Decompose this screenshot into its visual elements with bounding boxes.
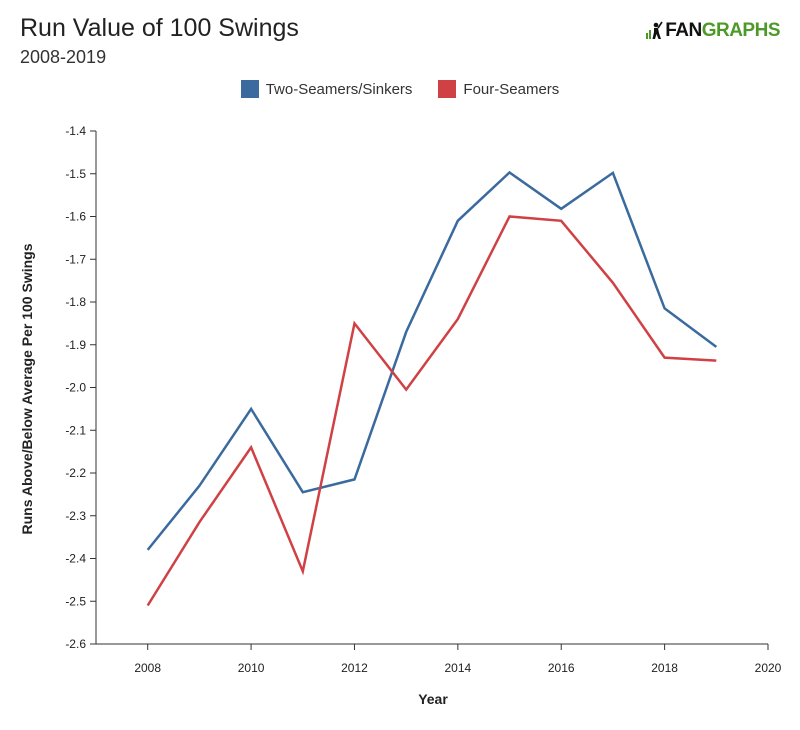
y-tick-label: -2.1 [65, 423, 86, 437]
legend-swatch-four-seamers [438, 80, 457, 98]
x-tick-label: 2012 [341, 661, 368, 675]
y-tick-label: -1.7 [65, 252, 86, 266]
chart-title: Run Value of 100 Swings [20, 14, 299, 42]
x-tick-label: 2016 [548, 661, 575, 675]
y-tick-label: -1.4 [65, 124, 86, 138]
y-tick-label: -2.4 [65, 552, 86, 566]
y-tick-label: -2.3 [65, 509, 86, 523]
series-line-two-seamers[interactable] [146, 170, 718, 551]
fangraphs-logo[interactable]: FAN GRAPHS [645, 20, 781, 42]
y-tick-label: -2.5 [65, 594, 86, 608]
y-tick-label: -1.8 [65, 295, 86, 309]
legend-label-two-seamers: Two-Seamers/Sinkers [265, 80, 413, 98]
x-tick-label: 2014 [444, 661, 471, 675]
x-tick-label: 2008 [134, 661, 161, 675]
logo-text-fan: FAN [665, 20, 702, 41]
y-tick-label: -1.5 [65, 167, 86, 181]
x-tick-label: 2010 [238, 661, 265, 675]
legend-item-four-seamers[interactable]: Four-Seamers [438, 80, 559, 98]
logo-text-graphs: GRAPHS [701, 20, 781, 41]
chart-subtitle: 2008-2019 [20, 47, 107, 67]
batter-icon [646, 21, 663, 39]
y-tick-label: -2.0 [65, 381, 86, 395]
legend-swatch-two-seamers [240, 80, 259, 98]
y-axis-title: Runs Above/Below Average Per 100 Swings [19, 243, 35, 534]
legend-item-two-seamers[interactable]: Two-Seamers/Sinkers [240, 80, 413, 98]
y-tick-label: -2.6 [65, 637, 86, 651]
legend: Two-Seamers/Sinkers Four-Seamers [0, 80, 800, 98]
x-axis-title: Year [418, 691, 448, 707]
y-tick-label: -1.9 [65, 338, 86, 352]
y-tick-label: -1.6 [65, 210, 86, 224]
legend-label-four-seamers: Four-Seamers [463, 80, 560, 98]
x-tick-label: 2018 [651, 661, 678, 675]
axes: -1.4 -1.5 -1.6 -1.7 -1.8 -1.9 -2.0 -2.1 -2.2 -2.3… [65, 124, 781, 675]
y-tick-label: -2.2 [65, 466, 86, 480]
series-layer [146, 170, 718, 607]
series-line-four-seamers[interactable] [146, 215, 717, 607]
x-tick-label: 2020 [755, 661, 782, 675]
